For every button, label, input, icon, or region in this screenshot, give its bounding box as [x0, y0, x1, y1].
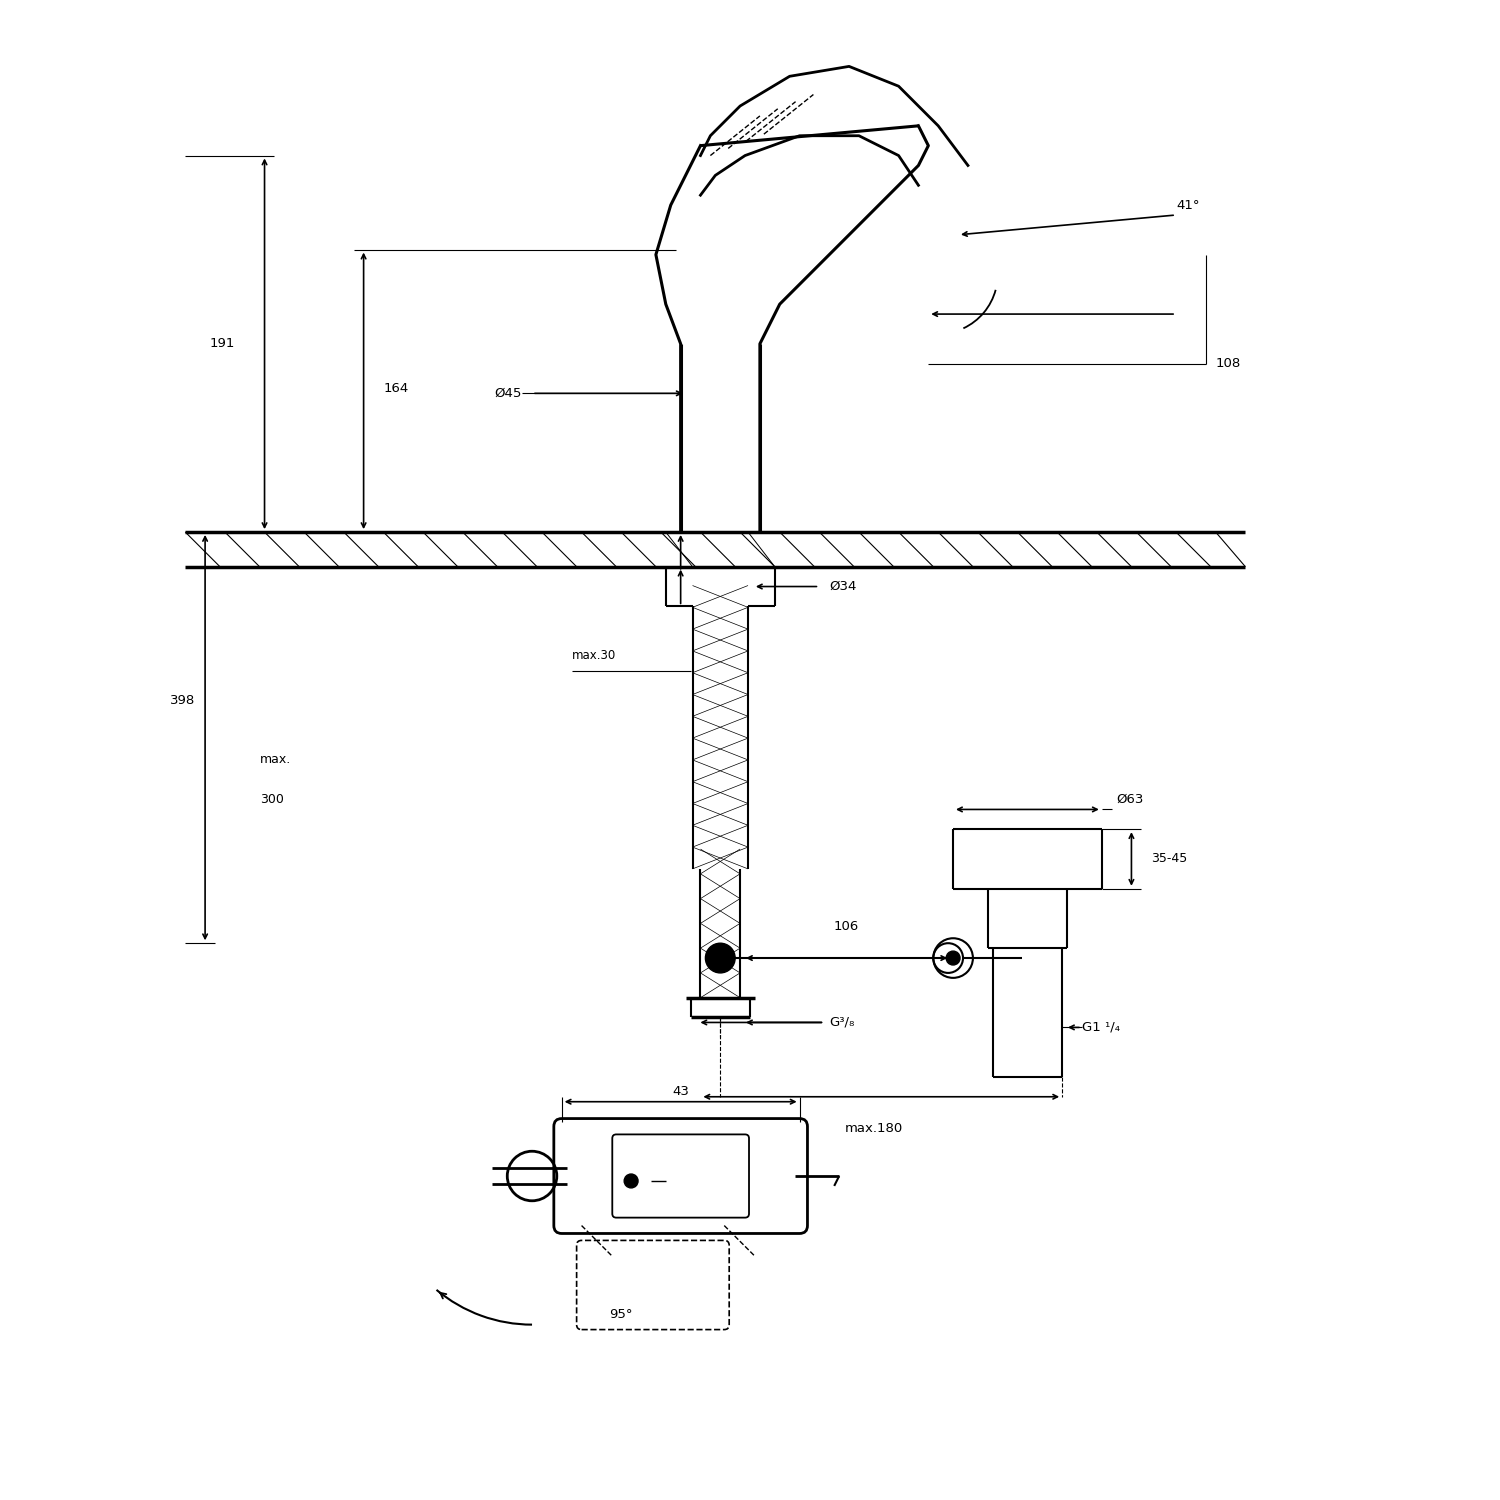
- Circle shape: [946, 951, 960, 964]
- Text: 108: 108: [1215, 357, 1240, 370]
- Text: Ø34: Ø34: [830, 580, 856, 592]
- Text: 43: 43: [672, 1086, 688, 1098]
- Text: 398: 398: [170, 694, 195, 706]
- Text: max.180: max.180: [844, 1122, 903, 1134]
- Circle shape: [624, 1174, 638, 1188]
- Text: 106: 106: [834, 921, 860, 933]
- Text: G1 ¹/₄: G1 ¹/₄: [1082, 1022, 1120, 1034]
- Text: 95°: 95°: [609, 1308, 633, 1322]
- Text: 41°: 41°: [1176, 198, 1200, 211]
- Text: max.: max.: [260, 753, 291, 766]
- Text: Ø63: Ø63: [1116, 794, 1144, 806]
- Circle shape: [705, 944, 735, 974]
- Text: G³/₈: G³/₈: [830, 1016, 855, 1029]
- Text: 191: 191: [210, 338, 236, 351]
- Text: 164: 164: [384, 382, 408, 394]
- Text: Ø45: Ø45: [495, 387, 522, 400]
- Text: 35-45: 35-45: [1152, 852, 1188, 865]
- Text: max.30: max.30: [572, 650, 616, 663]
- Text: 300: 300: [260, 794, 284, 806]
